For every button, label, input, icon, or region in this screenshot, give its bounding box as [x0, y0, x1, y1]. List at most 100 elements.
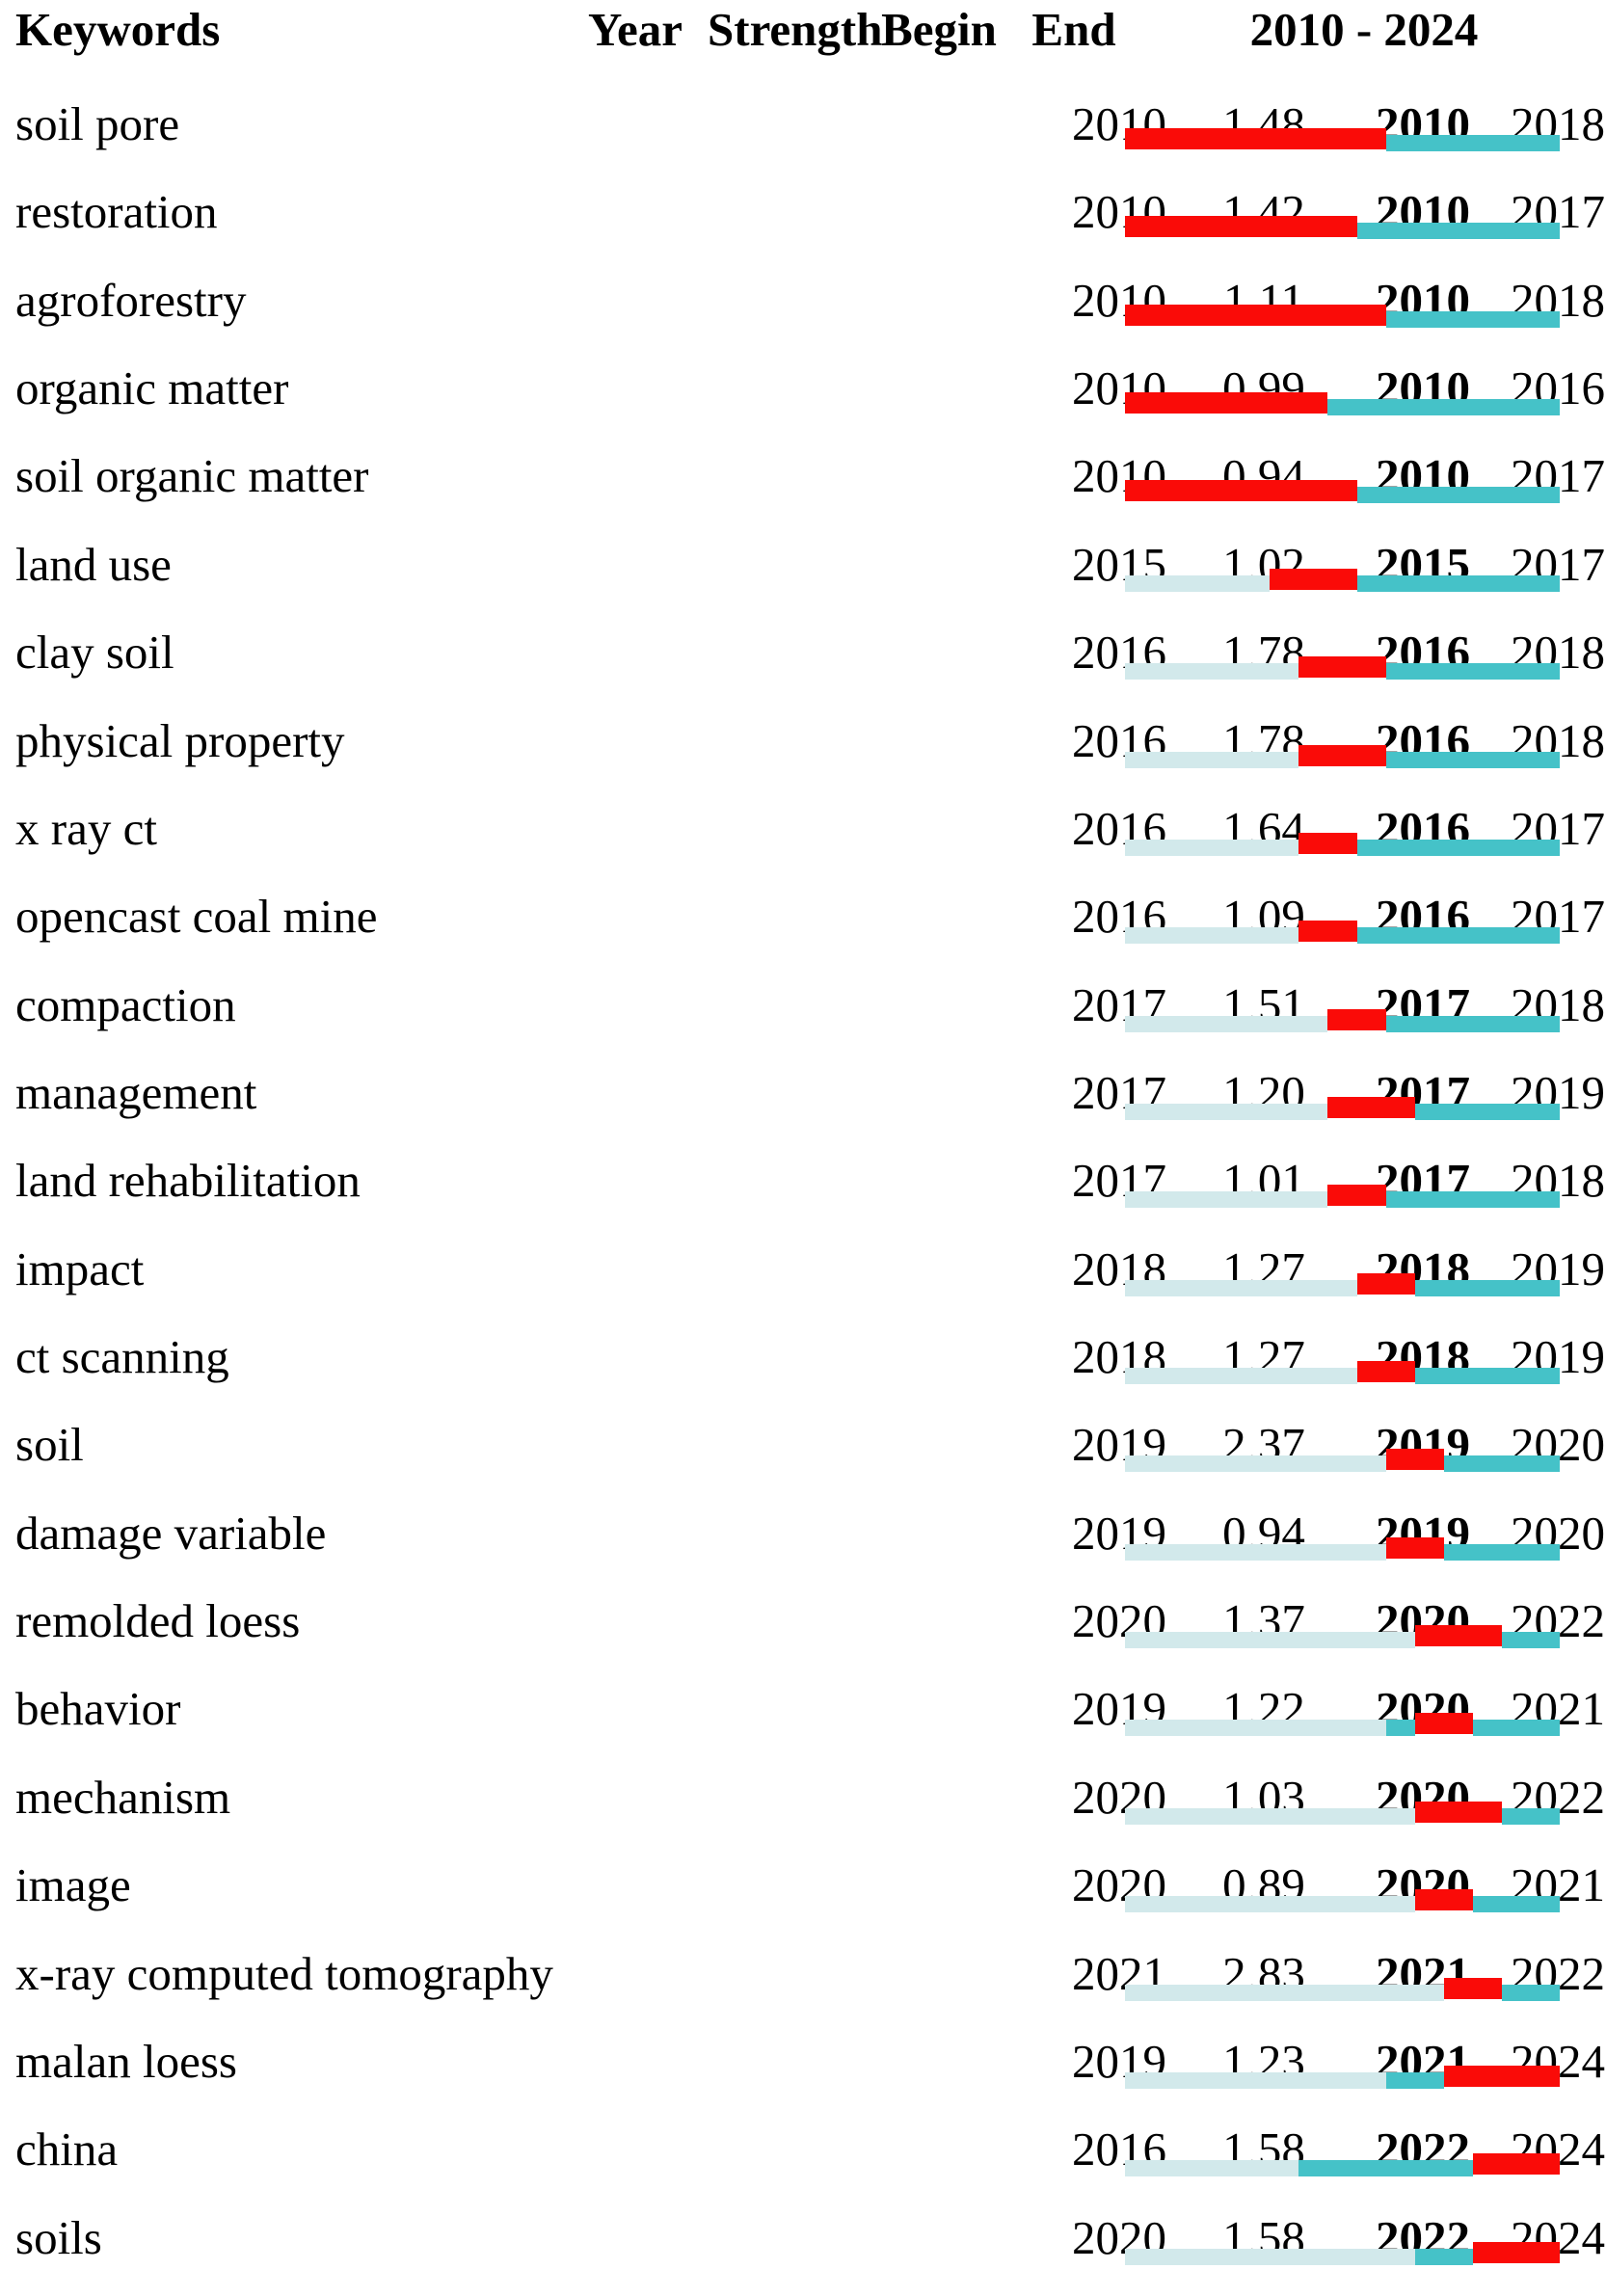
post-burst-segment: [1356, 927, 1560, 945]
post-burst-segment: [1385, 1191, 1560, 1209]
table-row: impact 2018 1.27 2018 2019: [0, 1240, 1606, 1327]
timeline-bar: [1125, 1361, 1560, 1385]
keyword-label: management: [15, 1065, 257, 1119]
header-year: Year: [588, 3, 683, 56]
table-row: management 2017 1.20 2017 2019: [0, 1063, 1606, 1151]
pre-appearance-segment: [1125, 2160, 1299, 2177]
pre-appearance-segment: [1125, 1103, 1328, 1120]
burst-segment: [1443, 2065, 1560, 2087]
keyword-label: damage variable: [15, 1506, 327, 1560]
timeline-bar: [1125, 392, 1560, 416]
table-row: soil organic matter 2010 0.94 2010 2017: [0, 446, 1606, 534]
pre-appearance-segment: [1125, 1807, 1415, 1825]
burst-segment: [1327, 1096, 1415, 1118]
timeline-bar: [1125, 1889, 1560, 1913]
timeline-bar: [1125, 568, 1560, 592]
keyword-label: soil organic matter: [15, 449, 369, 503]
timeline-bar: [1125, 921, 1560, 945]
post-burst-segment: [1414, 1368, 1560, 1385]
post-burst-segment: [1356, 223, 1560, 240]
pre-burst-segment: [1298, 2160, 1473, 2177]
pre-burst-segment: [1385, 1720, 1415, 1737]
table-row: land rehabilitation 2017 1.01 2017 2018: [0, 1151, 1606, 1239]
table-row: ct scanning 2018 1.27 2018 2019: [0, 1327, 1606, 1415]
header-strength: Strength: [708, 3, 883, 56]
timeline-bar: [1125, 480, 1560, 504]
burst-segment: [1414, 1889, 1473, 1911]
pre-appearance-segment: [1125, 1279, 1357, 1296]
keyword-label: image: [15, 1858, 131, 1912]
pre-appearance-segment: [1125, 1543, 1386, 1561]
timeline-bar: [1125, 1185, 1560, 1209]
post-burst-segment: [1443, 1543, 1560, 1561]
timeline-bar: [1125, 1536, 1560, 1561]
burst-segment: [1298, 921, 1357, 943]
pre-appearance-segment: [1125, 1720, 1386, 1737]
table-row: land use 2015 1.02 2015 2017: [0, 535, 1606, 623]
pre-appearance-segment: [1125, 1368, 1357, 1385]
keyword-label: ct scanning: [15, 1330, 229, 1384]
burst-segment: [1327, 1008, 1386, 1030]
burst-segment: [1125, 216, 1357, 238]
burst-segment: [1385, 1536, 1444, 1559]
timeline-bar: [1125, 744, 1560, 768]
burst-segment: [1125, 128, 1386, 149]
table-row: x-ray computed tomography 2021 2.83 2021…: [0, 1944, 1606, 2032]
burst-segment: [1125, 480, 1357, 502]
keyword-label: x ray ct: [15, 801, 157, 855]
burst-segment: [1125, 304, 1386, 326]
post-burst-segment: [1501, 1632, 1560, 1649]
table-row: compaction 2017 1.51 2017 2018: [0, 975, 1606, 1063]
table-row: soil pore 2010 1.48 2010 2018: [0, 94, 1606, 182]
burst-segment: [1472, 2153, 1560, 2176]
keyword-label: behavior: [15, 1682, 181, 1736]
keyword-label: opencast coal mine: [15, 890, 378, 944]
table-row: x ray ct 2016 1.64 2016 2017: [0, 799, 1606, 887]
header-end: End: [1031, 3, 1116, 56]
timeline-bar: [1125, 1272, 1560, 1296]
pre-appearance-segment: [1125, 839, 1299, 856]
post-burst-segment: [1414, 1103, 1560, 1120]
keyword-label: agroforestry: [15, 273, 247, 327]
keyword-label: compaction: [15, 977, 236, 1031]
pre-appearance-segment: [1125, 2071, 1386, 2089]
table-row: soils 2020 1.58 2022 2024: [0, 2208, 1606, 2296]
timeline-bar: [1125, 304, 1560, 328]
pre-appearance-segment: [1125, 1984, 1444, 2001]
keyword-label: restoration: [15, 185, 218, 239]
timeline-bar: [1125, 1449, 1560, 1473]
timeline-bar: [1125, 1096, 1560, 1120]
timeline-bar: [1125, 656, 1560, 681]
pre-appearance-segment: [1125, 663, 1299, 681]
table-row: soil 2019 2.37 2019 2020: [0, 1415, 1606, 1503]
keyword-label: physical property: [15, 713, 345, 767]
burst-segment: [1414, 1713, 1473, 1735]
table-row: organic matter 2010 0.99 2010 2016: [0, 359, 1606, 446]
keyword-label: organic matter: [15, 361, 289, 415]
header-begin: Begin: [881, 3, 997, 56]
keyword-label: soil: [15, 1418, 84, 1472]
header-year-range: 2010 - 2024: [1249, 3, 1479, 56]
pre-burst-segment: [1385, 2071, 1444, 2089]
table-row: clay soil 2016 1.78 2016 2018: [0, 623, 1606, 710]
post-burst-segment: [1501, 1807, 1560, 1825]
post-burst-segment: [1472, 1720, 1560, 1737]
pre-appearance-segment: [1125, 927, 1299, 945]
post-burst-segment: [1356, 487, 1560, 504]
post-burst-segment: [1443, 1455, 1560, 1473]
burst-segment: [1298, 744, 1386, 766]
timeline-bar: [1125, 832, 1560, 856]
burst-segment: [1298, 656, 1386, 679]
table-row: physical property 2016 1.78 2016 2018: [0, 711, 1606, 799]
burst-segment: [1270, 568, 1357, 590]
post-burst-segment: [1472, 1896, 1560, 1913]
timeline-bar: [1125, 1713, 1560, 1737]
keyword-label: malan loess: [15, 2034, 237, 2088]
timeline-bar: [1125, 2065, 1560, 2089]
burst-segment: [1356, 1272, 1415, 1295]
post-burst-segment: [1356, 574, 1560, 592]
post-burst-segment: [1385, 663, 1560, 681]
post-burst-segment: [1385, 135, 1560, 151]
keyword-label: soil pore: [15, 97, 180, 150]
